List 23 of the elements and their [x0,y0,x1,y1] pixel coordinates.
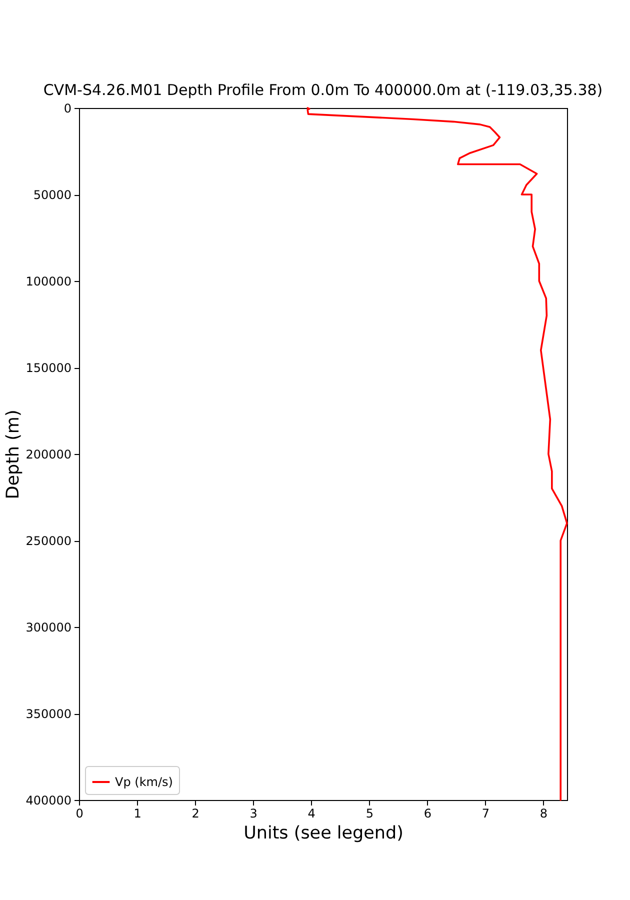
y-tick-label: 150000 [26,361,72,375]
y-tick-label: 350000 [26,707,72,721]
y-tick-label: 50000 [33,188,72,202]
line-series [306,107,568,801]
x-tick-label: 1 [134,806,142,820]
y-tick-label: 200000 [26,448,72,462]
x-tick-label: 4 [308,806,316,820]
chart-title: CVM-S4.26.M01 Depth Profile From 0.0m To 400000.0m at (-119.03,35.38) [43,81,603,99]
legend-label: Vp (km/s) [115,775,173,789]
y-tick-label: 250000 [26,534,72,548]
x-tick-label: 2 [192,806,200,820]
x-tick-label: 7 [482,806,490,820]
x-tick-label: 5 [366,806,374,820]
x-tick-label: 8 [540,806,548,820]
y-tick-label: 400000 [26,794,72,808]
x-tick-label: 6 [424,806,432,820]
y-axis-title: Depth (m) [4,410,24,500]
x-tick-label: 0 [76,806,84,820]
y-tick-label: 300000 [26,620,72,634]
y-tick-label: 0 [64,102,72,116]
x-axis-title: Units (see legend) [244,824,404,844]
y-tick-label: 100000 [26,274,72,288]
x-tick-label: 3 [250,806,258,820]
